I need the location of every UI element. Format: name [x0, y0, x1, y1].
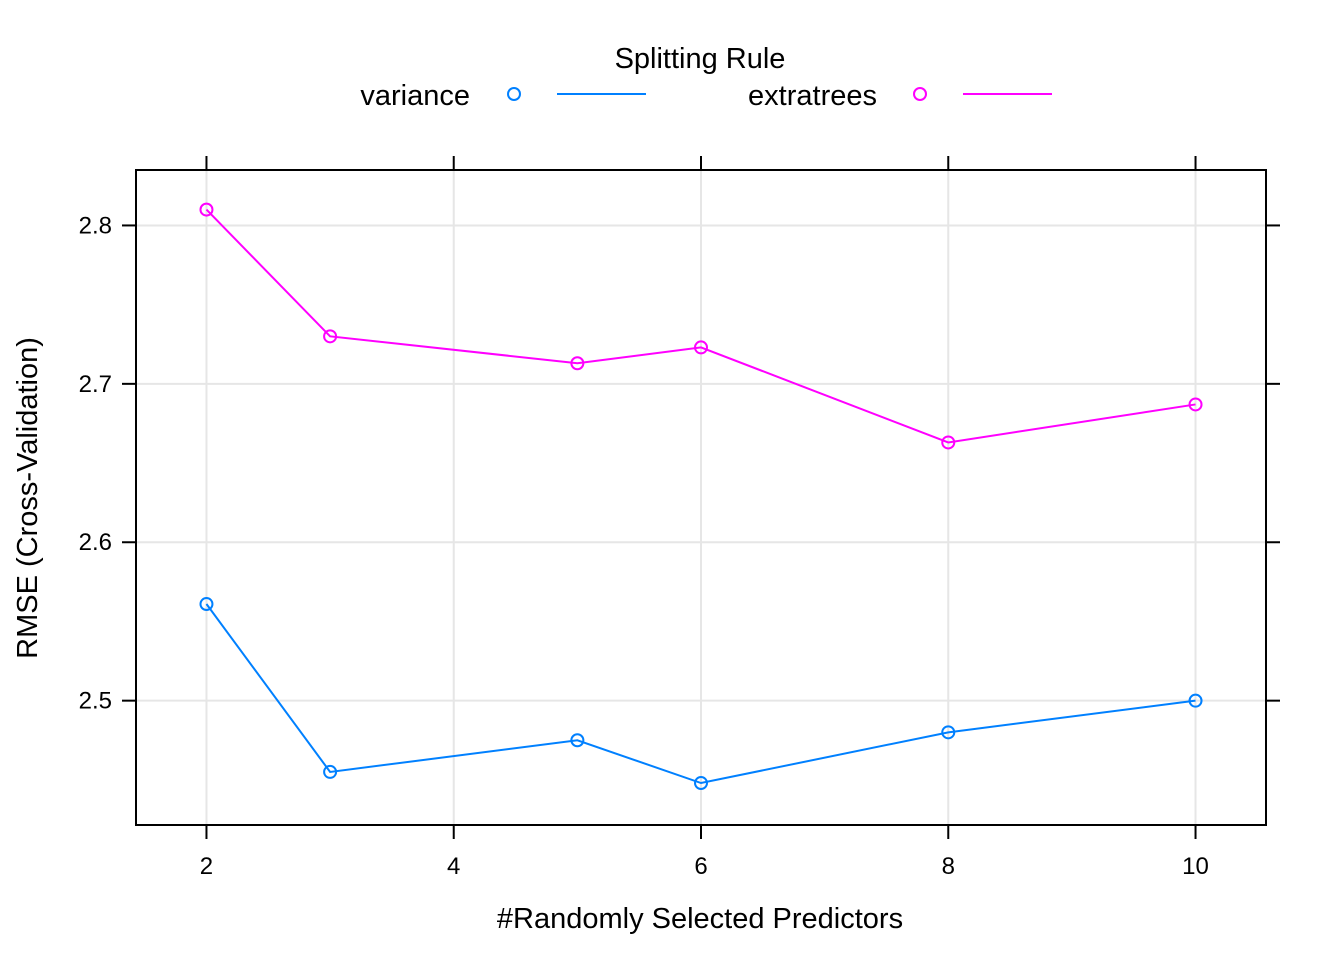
- legend-marker-variance: [507, 87, 521, 101]
- series-line-variance: [205, 603, 1196, 785]
- data-point-variance: [694, 776, 708, 791]
- data-point-extratrees: [941, 435, 956, 450]
- data-point-variance: [570, 733, 585, 748]
- x-axis-label: #Randomly Selected Predictors: [497, 903, 903, 935]
- x-tick-label: 8: [942, 853, 955, 880]
- y-tick-label: 2.5: [79, 688, 112, 715]
- axes: 2 4 6 8 10 2.5 2.6 2.7 2.8: [79, 156, 1280, 880]
- y-tick-label: 2.6: [79, 529, 112, 556]
- y-tick-label: 2.8: [79, 212, 112, 239]
- legend-label-variance: variance: [360, 80, 470, 112]
- legend-label-extratrees: extratrees: [748, 80, 877, 112]
- legend-title: Splitting Rule: [615, 43, 786, 75]
- legend-marker-extratrees: [913, 87, 927, 101]
- x-tick-label: 6: [694, 853, 707, 880]
- plot-frame: [135, 169, 1267, 826]
- data-point-extratrees: [323, 329, 338, 344]
- series-layer: [199, 202, 1203, 791]
- y-axis-label: RMSE (Cross-Validation): [12, 337, 44, 659]
- grid: [136, 170, 1266, 825]
- data-point-variance: [199, 597, 214, 612]
- data-point-variance: [1188, 693, 1203, 708]
- data-point-variance: [941, 725, 956, 740]
- data-point-extratrees: [199, 202, 214, 217]
- x-tick-label: 2: [200, 853, 213, 880]
- data-point-extratrees: [570, 356, 585, 371]
- data-point-extratrees: [1188, 397, 1203, 412]
- data-point-variance: [323, 764, 338, 779]
- series-line-extratrees: [205, 208, 1196, 444]
- data-point-extratrees: [694, 340, 708, 355]
- x-tick-label: 10: [1182, 853, 1209, 880]
- y-tick-label: 2.7: [79, 371, 112, 398]
- legend: Splitting Rule variance extratrees: [360, 43, 1052, 112]
- x-tick-label: 4: [447, 853, 460, 880]
